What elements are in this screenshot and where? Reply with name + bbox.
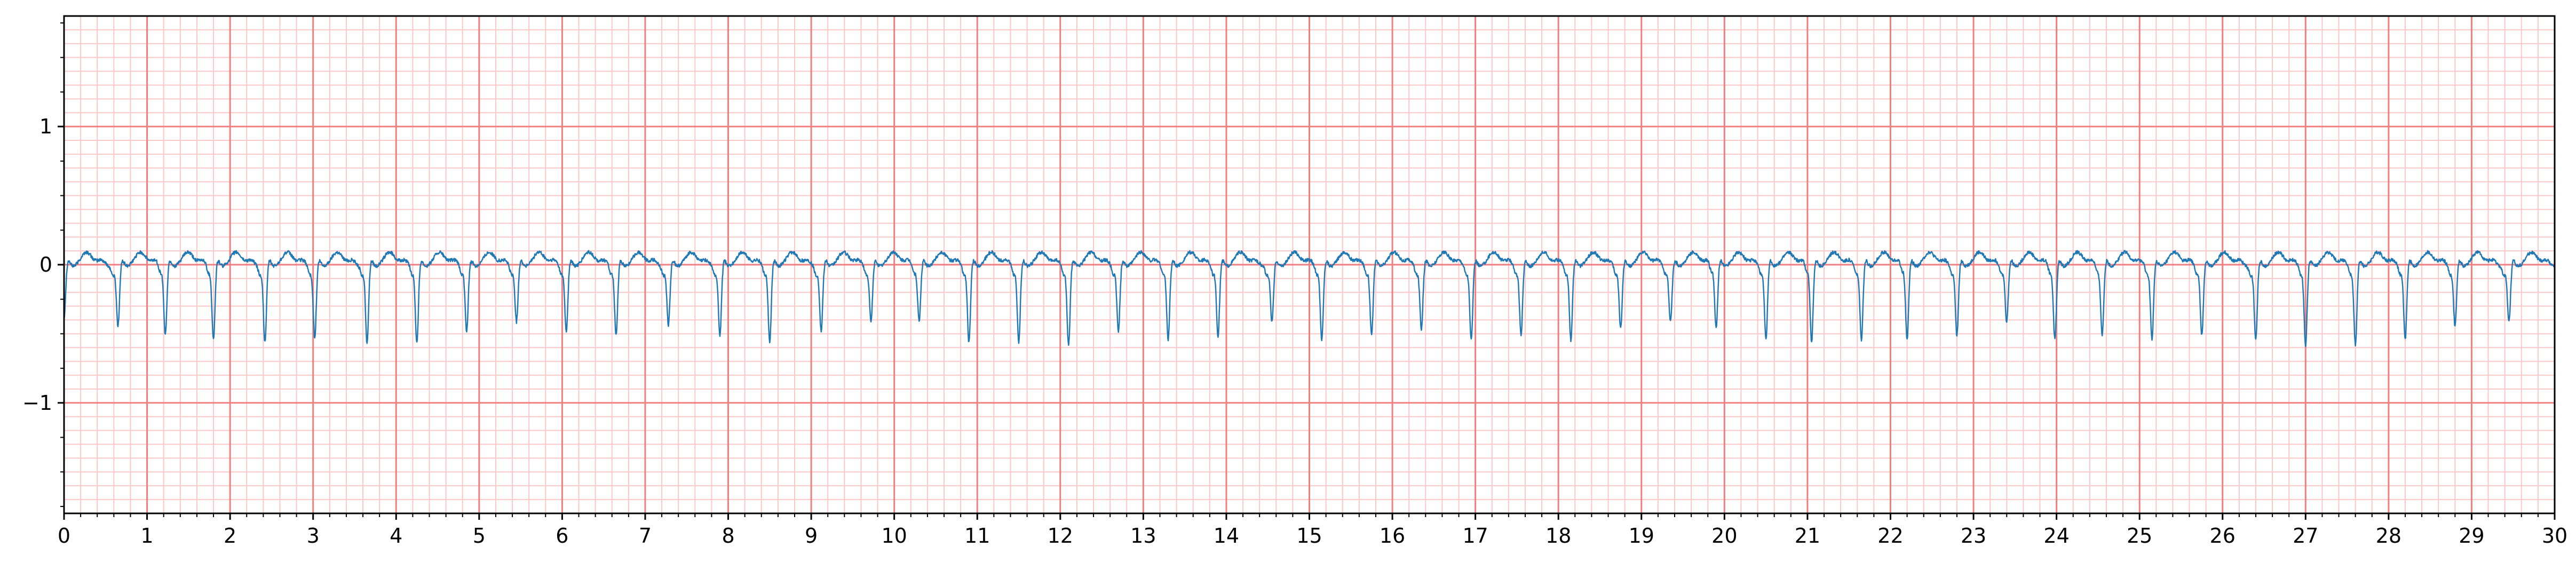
x-tick-label: 11 (964, 524, 990, 548)
x-tick-label: 10 (881, 524, 907, 548)
x-tick-label: 17 (1462, 524, 1488, 548)
ecg-series-line (63, 250, 2555, 347)
x-tick-label: 2 (224, 524, 236, 548)
x-tick-label: 7 (639, 524, 652, 548)
x-tick-label: 29 (2459, 524, 2484, 548)
x-tick-label: 0 (58, 524, 70, 548)
x-tick-label: 13 (1130, 524, 1156, 548)
major-grid (63, 16, 2556, 513)
x-tick-label: 15 (1296, 524, 1322, 548)
y-tick-label: 1 (39, 115, 52, 138)
x-tick-label: 25 (2127, 524, 2152, 548)
x-tick-label: 8 (722, 524, 734, 548)
x-axis: 0 1 2 3 4 5 6 7 8 9 10 11 12 13 14 15 16 17 18 19 20 21 22 23 24… (58, 513, 2567, 548)
x-tick-label: 16 (1380, 524, 1405, 548)
x-tick-label: 12 (1048, 524, 1073, 548)
x-tick-label: 27 (2293, 524, 2318, 548)
x-tick-label: 3 (307, 524, 320, 548)
x-tick-label: 28 (2376, 524, 2401, 548)
series-layer (63, 250, 2555, 347)
x-tick-label: 19 (1629, 524, 1654, 548)
x-tick-label: 20 (1711, 524, 1737, 548)
x-tick-label: 14 (1214, 524, 1239, 548)
x-tick-label: 5 (473, 524, 486, 548)
x-tick-label: 6 (556, 524, 568, 548)
x-tick-label: 22 (1877, 524, 1903, 548)
x-tick-label: 24 (2043, 524, 2069, 548)
y-tick-label: 0 (39, 253, 52, 276)
x-tick-label: 18 (1545, 524, 1571, 548)
x-tick-label: 21 (1795, 524, 1820, 548)
x-tick-label: 4 (390, 524, 402, 548)
x-tick-label: 9 (805, 524, 818, 548)
x-tick-label: 30 (2542, 524, 2567, 548)
x-tick-label: 26 (2210, 524, 2236, 548)
x-tick-label: 23 (1961, 524, 1986, 548)
y-axis: −1 0 1 (22, 22, 64, 508)
y-tick-label: −1 (22, 391, 52, 415)
x-tick-label: 1 (140, 524, 153, 548)
